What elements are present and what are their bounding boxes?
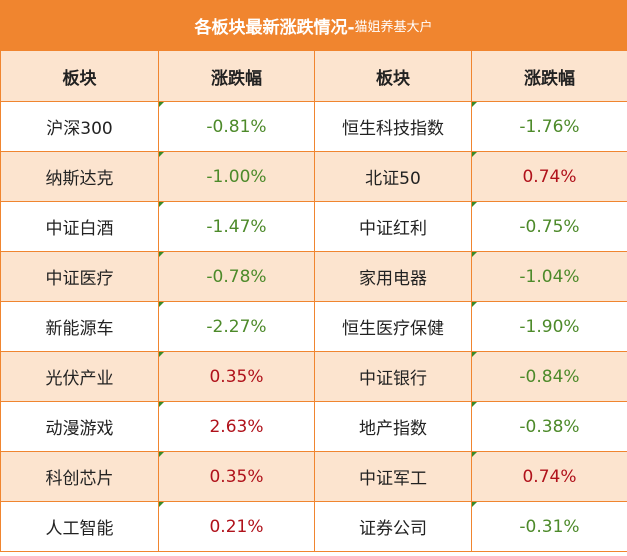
right-change-value: -0.84% (471, 351, 627, 402)
table-row: 纳斯达克 -1.00% 北证50 0.74% (0, 151, 627, 202)
left-change-value: -1.47% (158, 201, 315, 252)
sector-table: 板块 涨跌幅 板块 涨跌幅 沪深300 -0.81% 恒生科技指数 -1.76% 纳斯达… (0, 50, 627, 552)
table-row: 新能源车 -2.27% 恒生医疗保健 -1.90% (0, 301, 627, 352)
left-change-value: -0.78% (158, 251, 315, 302)
left-sector-name: 动漫游戏 (0, 401, 159, 452)
table-row: 中证白酒 -1.47% 中证红利 -0.75% (0, 201, 627, 252)
table-row: 人工智能 0.21% 证券公司 -0.31% (0, 501, 627, 552)
title-bar: 各板块最新涨跌情况- 猫姐养基大户 (0, 0, 627, 50)
left-change-value: -0.81% (158, 101, 315, 152)
table-row: 动漫游戏 2.63% 地产指数 -0.38% (0, 401, 627, 452)
left-sector-name: 人工智能 (0, 501, 159, 552)
left-sector-name: 中证白酒 (0, 201, 159, 252)
right-sector-name: 中证银行 (314, 351, 472, 402)
left-change-value: -1.00% (158, 151, 315, 202)
table-row: 中证医疗 -0.78% 家用电器 -1.04% (0, 251, 627, 302)
table-row: 科创芯片 0.35% 中证军工 0.74% (0, 451, 627, 502)
right-sector-name: 证券公司 (314, 501, 472, 552)
right-change-value: 0.74% (471, 151, 627, 202)
right-sector-name: 中证红利 (314, 201, 472, 252)
right-change-value: -0.75% (471, 201, 627, 252)
header-sector-left: 板块 (0, 50, 159, 102)
page-subtitle: 猫姐养基大户 (354, 19, 433, 35)
right-sector-name: 北证50 (314, 151, 472, 202)
right-sector-name: 恒生医疗保健 (314, 301, 472, 352)
right-change-value: -1.90% (471, 301, 627, 352)
left-sector-name: 中证医疗 (0, 251, 159, 302)
right-change-value: -0.38% (471, 401, 627, 452)
page-title: 各板块最新涨跌情况- (194, 17, 355, 38)
right-sector-name: 中证军工 (314, 451, 472, 502)
left-change-value: 0.35% (158, 451, 315, 502)
left-change-value: 2.63% (158, 401, 315, 452)
left-sector-name: 新能源车 (0, 301, 159, 352)
header-row: 板块 涨跌幅 板块 涨跌幅 (0, 50, 627, 102)
table-row: 光伏产业 0.35% 中证银行 -0.84% (0, 351, 627, 402)
left-change-value: 0.35% (158, 351, 315, 402)
left-sector-name: 沪深300 (0, 101, 159, 152)
right-sector-name: 家用电器 (314, 251, 472, 302)
right-sector-name: 地产指数 (314, 401, 472, 452)
right-change-value: -1.04% (471, 251, 627, 302)
right-change-value: -1.76% (471, 101, 627, 152)
header-sector-right: 板块 (314, 50, 472, 102)
header-change-left: 涨跌幅 (158, 50, 315, 102)
right-change-value: -0.31% (471, 501, 627, 552)
left-sector-name: 纳斯达克 (0, 151, 159, 202)
table-row: 沪深300 -0.81% 恒生科技指数 -1.76% (0, 101, 627, 152)
left-sector-name: 科创芯片 (0, 451, 159, 502)
header-change-right: 涨跌幅 (471, 50, 627, 102)
left-change-value: 0.21% (158, 501, 315, 552)
left-sector-name: 光伏产业 (0, 351, 159, 402)
right-change-value: 0.74% (471, 451, 627, 502)
right-sector-name: 恒生科技指数 (314, 101, 472, 152)
left-change-value: -2.27% (158, 301, 315, 352)
